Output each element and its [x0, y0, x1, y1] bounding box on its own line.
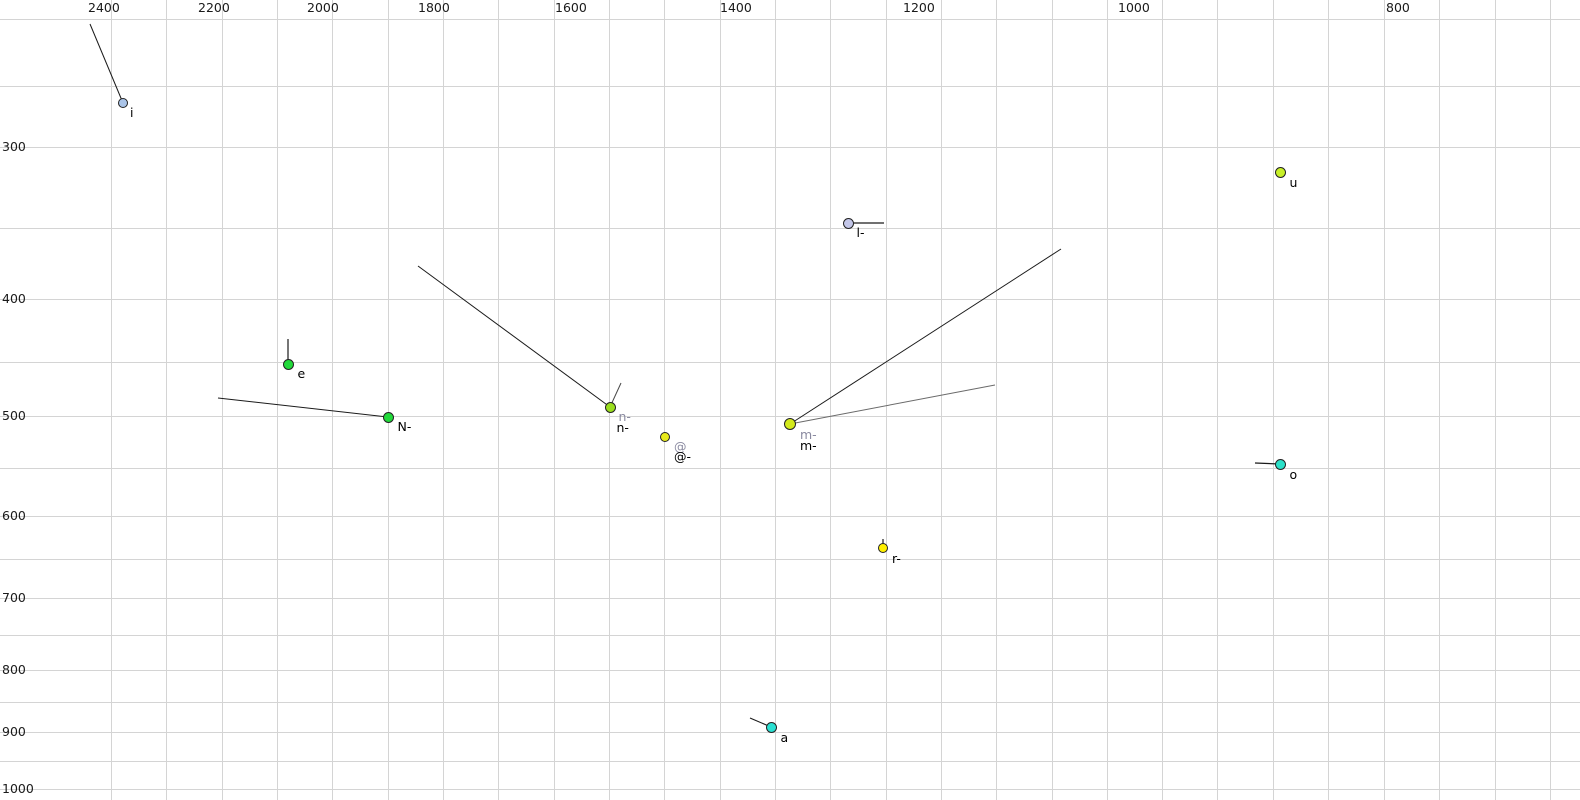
- point-connector-line: [789, 248, 1062, 425]
- data-point-marker[interactable]: [604, 401, 616, 413]
- y-axis-tick-label: 300: [2, 138, 26, 154]
- data-point-label: a: [780, 730, 789, 745]
- y-axis-tick-label: 700: [2, 589, 26, 605]
- point-connector-line: [417, 265, 611, 408]
- x-axis-tick-label: 1200: [903, 0, 935, 15]
- point-connector-line: [89, 23, 124, 104]
- data-point-label: N-: [397, 419, 412, 434]
- data-point-marker[interactable]: [282, 358, 294, 370]
- data-point-marker[interactable]: [784, 418, 796, 430]
- x-axis-tick-label: 800: [1386, 0, 1410, 15]
- x-axis-tick-label: 1400: [720, 0, 752, 15]
- data-point-label: l-: [856, 225, 865, 240]
- data-point-label: i: [130, 105, 134, 120]
- data-point-label: e: [297, 366, 306, 381]
- x-axis-tick-label: 2400: [88, 0, 120, 15]
- y-axis-tick-label: 500: [2, 407, 26, 423]
- data-point-marker[interactable]: [660, 432, 670, 442]
- data-point-marker[interactable]: [878, 543, 888, 553]
- point-connector-line: [789, 384, 996, 425]
- data-point-label: n-: [618, 409, 631, 424]
- y-axis-tick-label: 800: [2, 661, 26, 677]
- data-point-marker[interactable]: [1274, 166, 1286, 178]
- y-axis-tick-label: 400: [2, 290, 26, 306]
- data-point-label-secondary: m-: [800, 438, 817, 453]
- data-point-label: m-: [800, 427, 817, 442]
- data-point-label: o: [1289, 467, 1298, 482]
- data-point-marker[interactable]: [382, 411, 394, 423]
- y-axis-tick-label: 600: [2, 507, 26, 523]
- data-point-marker[interactable]: [842, 217, 854, 229]
- y-axis-tick-label: 1000: [2, 780, 34, 796]
- data-point-label: @: [674, 439, 687, 454]
- data-point-label: u: [1289, 175, 1298, 190]
- x-axis-tick-label: 1000: [1118, 0, 1150, 15]
- data-point-label-secondary: @-: [674, 449, 692, 464]
- data-point-label-secondary: n-: [616, 420, 629, 435]
- x-axis-tick-label: 2200: [198, 0, 230, 15]
- y-axis-tick-label: 900: [2, 723, 26, 739]
- data-point-marker[interactable]: [118, 98, 128, 108]
- x-axis-tick-label: 1600: [555, 0, 587, 15]
- x-axis-tick-label: 1800: [418, 0, 450, 15]
- x-axis-tick-label: 2000: [307, 0, 339, 15]
- data-point-marker[interactable]: [765, 721, 777, 733]
- data-point-marker[interactable]: [1274, 458, 1286, 470]
- data-point-label: r-: [892, 551, 901, 566]
- point-connector-line: [217, 397, 389, 418]
